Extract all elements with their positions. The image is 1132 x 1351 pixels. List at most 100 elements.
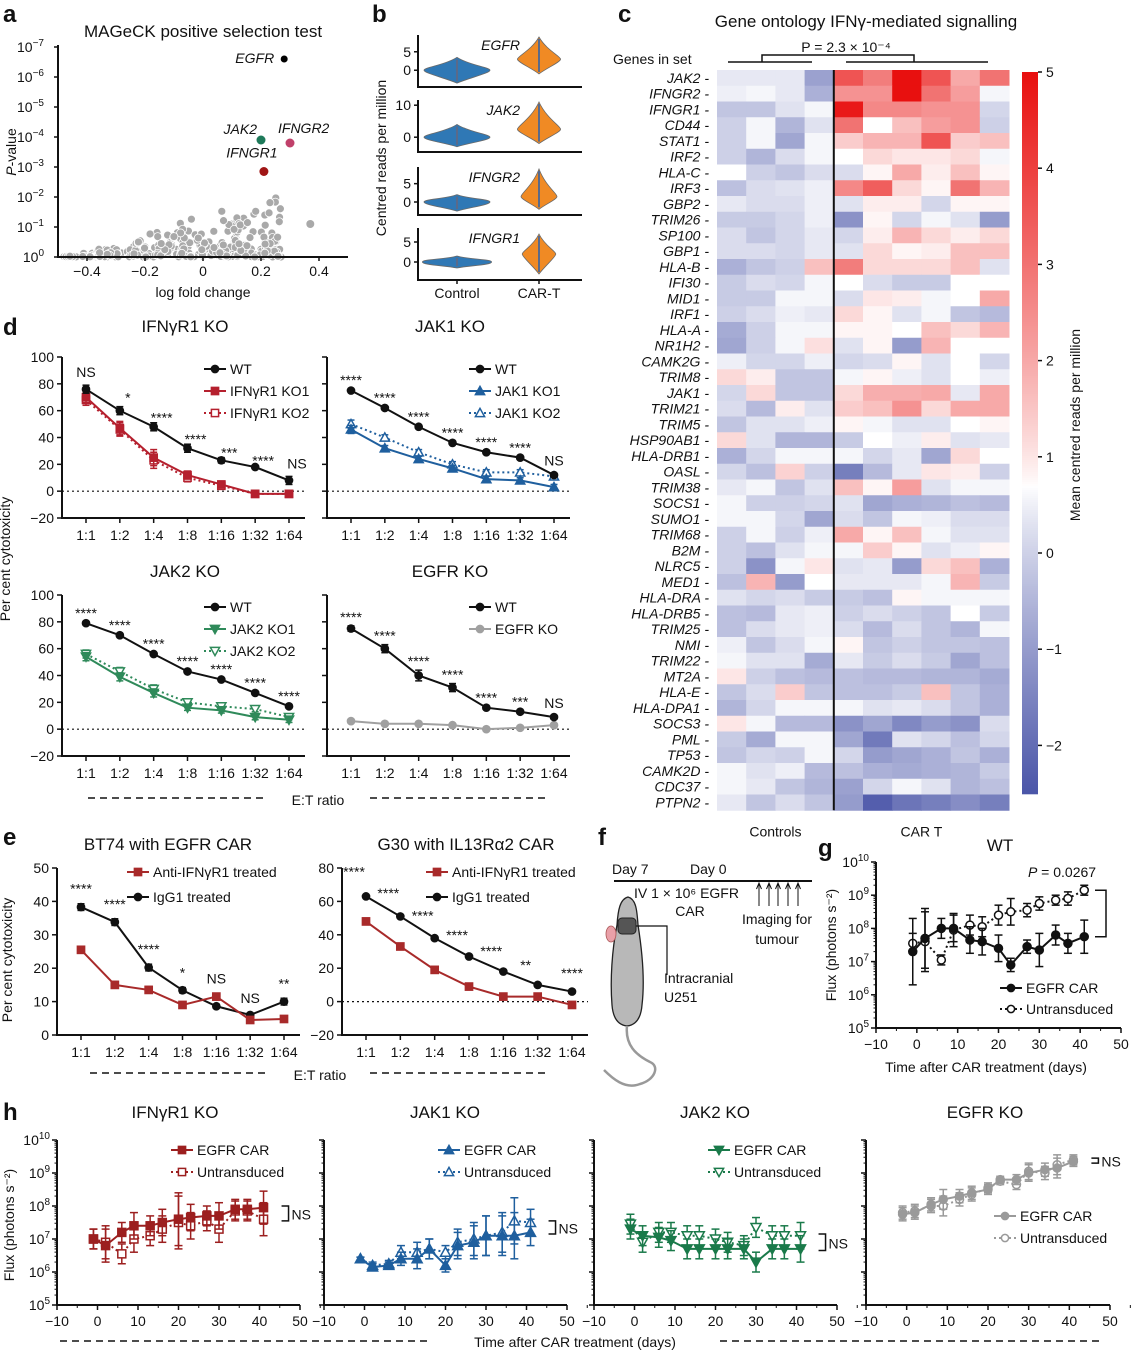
- background-point: [176, 228, 185, 238]
- colorbar-segment: [1022, 694, 1038, 697]
- row-label: NMI -: [675, 637, 710, 653]
- y-tick-label: 100: [23, 248, 45, 265]
- x-tick-label: 1:8: [173, 1044, 193, 1060]
- heatmap-cell: [892, 133, 922, 150]
- data-point: [216, 455, 226, 465]
- heatmap-cell: [746, 731, 776, 748]
- heatmap-cell: [921, 432, 952, 449]
- heatmap-cell: [746, 164, 776, 181]
- heatmap-cell: [950, 385, 981, 402]
- heatmap-cell: [804, 778, 835, 795]
- heatmap-cell: [804, 684, 835, 701]
- row-header: Genes in set: [613, 51, 692, 67]
- heatmap-cell: [804, 558, 835, 575]
- row-label: TRIM8 -: [658, 369, 709, 385]
- y-tick-label: 40: [38, 668, 54, 684]
- heatmap-cell: [717, 416, 747, 433]
- heatmap-cell: [775, 589, 806, 606]
- legend-item: WT: [469, 361, 517, 377]
- data-point: [993, 910, 1004, 920]
- heatmap-cell: [717, 274, 747, 291]
- colorbar-segment: [1022, 286, 1038, 289]
- significance-bracket: [1095, 889, 1107, 938]
- heatmap-cell: [863, 637, 893, 654]
- data-point: [279, 1014, 289, 1024]
- panel-a: MAGeCK positive selection test EGFR JAK2 IF…: [3, 22, 348, 300]
- heatmap-cell: [892, 337, 922, 354]
- colorbar-segment: [1022, 458, 1038, 461]
- heatmap-cell: [833, 227, 864, 244]
- significance-stars: ****: [442, 425, 464, 441]
- data-point: [778, 1244, 791, 1256]
- heatmap-cell: [775, 164, 806, 181]
- heatmap-cell: [921, 652, 952, 669]
- axes: [417, 228, 582, 281]
- data-point: [117, 1227, 127, 1238]
- colorbar-segment: [1022, 82, 1038, 85]
- heatmap-cell: [804, 337, 835, 354]
- heatmap-cell: [717, 731, 747, 748]
- subplot-jak2-ko: JAK2 KO −10 0 10 20 30 40 50 NS EGFR CAR Untransdu…: [582, 1103, 858, 1329]
- colorbar-segment: [1022, 206, 1038, 209]
- background-point: [218, 240, 228, 250]
- implant-pointer: [636, 925, 668, 975]
- panel-label-h: h: [3, 1099, 18, 1126]
- colorbar-segment: [1022, 640, 1038, 643]
- colorbar-segment: [1022, 538, 1038, 541]
- heatmap-cell: [717, 117, 747, 134]
- heatmap-cell: [921, 227, 952, 244]
- y-tick-label: 40: [318, 927, 334, 943]
- heatmap-cell: [921, 101, 952, 118]
- legend-label: EGFR CAR: [734, 1142, 806, 1158]
- x-tick-label: −10: [864, 1036, 888, 1052]
- heatmap-cell: [833, 747, 864, 764]
- colorbar-segment: [1022, 648, 1038, 651]
- legend-label: EGFR KO: [495, 621, 558, 637]
- heatmap-cell: [717, 778, 747, 795]
- significance-stars: **: [279, 975, 290, 991]
- heatmap-cell: [950, 526, 981, 543]
- data-point: [181, 697, 194, 709]
- row-label: STAT1 -: [659, 133, 709, 149]
- data-point: [115, 630, 125, 640]
- subplot-title: G30 with IL13Rα2 CAR: [377, 835, 554, 854]
- data-point: [1079, 931, 1089, 942]
- background-point: [140, 243, 149, 253]
- colorbar-segment: [1022, 736, 1038, 739]
- heatmap-cell: [804, 85, 835, 102]
- series-egfr-car: [354, 1211, 537, 1273]
- x-tick-label: 1:64: [540, 765, 567, 781]
- data-point: [382, 1258, 396, 1271]
- heatmap-cell: [921, 495, 952, 512]
- data-point: [88, 1234, 99, 1244]
- colorbar-segment: [1022, 442, 1038, 445]
- colorbar-segment: [1022, 276, 1038, 279]
- colorbar-tick-label: 3: [1046, 256, 1054, 272]
- gene-label: IFNGR2: [469, 169, 521, 185]
- colorbar-segment: [1022, 524, 1038, 527]
- y-tick-label: 10−6: [17, 68, 44, 85]
- data-point: [209, 646, 221, 658]
- legend-item: JAK1 KO2: [469, 405, 561, 421]
- data-point: [549, 712, 559, 722]
- heatmap-cell: [921, 385, 952, 402]
- data-point: [177, 1145, 187, 1155]
- colorbar-segment: [1022, 620, 1038, 623]
- data-point: [1006, 983, 1016, 993]
- x-tick-label: 0: [94, 1313, 102, 1329]
- implant-label-line2: U251: [664, 989, 698, 1005]
- heatmap-cell: [863, 400, 893, 417]
- y-tick-label: 108: [848, 919, 870, 936]
- y-tick-label: 107: [29, 1230, 51, 1247]
- colorbar-segment: [1022, 602, 1038, 605]
- heatmap-cell: [775, 794, 806, 811]
- heatmap-cell: [717, 259, 747, 276]
- data-point: [412, 452, 425, 464]
- heatmap-cell: [950, 684, 981, 701]
- mouse-ear: [605, 925, 617, 943]
- data-point: [920, 933, 930, 944]
- heatmap-cell: [746, 117, 776, 134]
- background-point: [153, 232, 163, 242]
- data-point: [1011, 1174, 1022, 1185]
- background-point: [245, 233, 255, 242]
